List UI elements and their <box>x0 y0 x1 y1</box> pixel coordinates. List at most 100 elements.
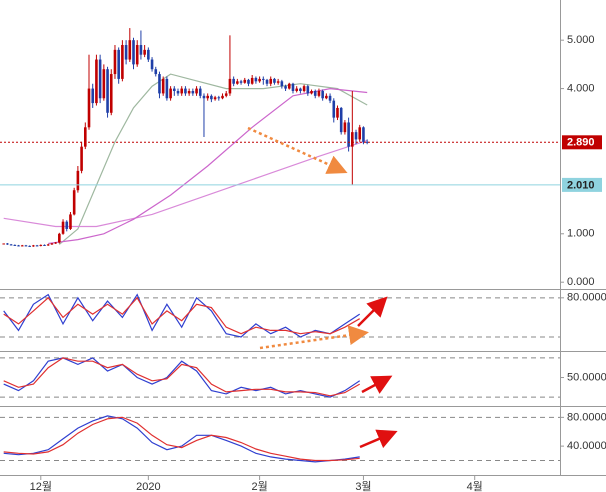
candle-body <box>213 97 217 100</box>
y-tick-label: 80.0000 <box>567 292 606 304</box>
candle-body <box>358 127 362 140</box>
candle-body <box>250 77 254 84</box>
candle-body <box>362 127 365 142</box>
indicator-line <box>3 357 361 398</box>
candle-body <box>262 78 265 80</box>
candle-body <box>217 97 221 99</box>
candle-body <box>72 190 76 215</box>
y-tick-label: 80.0000 <box>567 411 606 423</box>
candle-body <box>80 146 83 171</box>
candle-body <box>87 88 91 128</box>
candle-body <box>351 132 354 147</box>
price-tag-label: 2.010 <box>567 179 595 191</box>
candle-body <box>169 88 172 99</box>
x-tick-label: 4월 <box>467 480 483 492</box>
candle-body <box>321 90 324 99</box>
candle-body <box>102 69 106 99</box>
price-tag <box>562 177 602 192</box>
frame <box>0 0 606 476</box>
candle-body <box>117 49 120 79</box>
signal-arrow <box>361 375 393 394</box>
candle-body <box>17 245 20 247</box>
candle-body <box>43 244 46 246</box>
candle-body <box>280 81 284 87</box>
candle-body <box>13 244 17 246</box>
candle-body <box>258 78 261 82</box>
candle-body <box>20 245 24 247</box>
indicator-line <box>3 416 360 462</box>
candle-body <box>35 245 39 247</box>
candle-body <box>198 88 202 96</box>
candle-body <box>332 100 336 118</box>
signal-arrow <box>357 296 388 327</box>
candle-body <box>24 245 28 247</box>
candle-body <box>206 95 209 99</box>
price-tag <box>562 135 602 150</box>
plot: 5.000 4.000 1.000 0.000 2.890 2.010 80.0000 50.… <box>0 28 606 492</box>
candle-body <box>284 86 287 89</box>
candle-body <box>58 233 61 243</box>
candle-body <box>328 95 332 101</box>
candle-body <box>65 221 69 229</box>
candle-body <box>313 90 317 96</box>
candle-body <box>187 90 191 94</box>
x-tick-label: 3월 <box>355 480 371 492</box>
moving-average <box>58 73 368 245</box>
candle-body <box>9 244 13 246</box>
candle-body <box>28 245 31 247</box>
candle-body <box>46 244 50 246</box>
y-tick-label: 1.000 <box>567 228 595 240</box>
candle-body <box>195 88 198 94</box>
y-tick-label: 40.0000 <box>567 440 606 452</box>
trend-arrow <box>259 325 369 350</box>
candle-body <box>150 59 154 70</box>
candle-body <box>132 40 135 65</box>
candle-body <box>343 122 347 133</box>
candle-body <box>265 79 269 84</box>
candle-body <box>176 90 180 94</box>
candle-body <box>239 81 243 83</box>
candle-body <box>98 59 102 99</box>
candle-body <box>180 88 184 94</box>
candle-body <box>243 79 247 83</box>
signal-arrow <box>359 429 398 449</box>
candle-body <box>147 49 150 60</box>
candle-body <box>109 74 113 113</box>
candle-body <box>276 81 280 83</box>
candle-body <box>6 243 9 245</box>
candle-body <box>347 122 350 147</box>
candle-body <box>224 93 228 96</box>
candle-body <box>113 49 117 75</box>
candle-body <box>306 86 310 94</box>
indicator-line <box>3 415 360 463</box>
candle-body <box>2 243 6 245</box>
y-tick-label: 0.000 <box>567 276 595 288</box>
annotations <box>247 126 398 449</box>
moving-average <box>48 87 368 245</box>
candle-body <box>154 69 158 75</box>
candle-body <box>161 78 165 94</box>
candle-body <box>106 69 109 113</box>
candle-body <box>228 78 232 94</box>
candle-body <box>273 78 276 83</box>
candle-body <box>139 45 143 55</box>
candle-body <box>173 88 176 91</box>
candle-body <box>158 74 161 94</box>
candle-body <box>291 83 295 91</box>
candle-body <box>236 81 239 84</box>
x-tick-label: 2020 <box>136 481 160 492</box>
candle-body <box>221 95 224 99</box>
candle-body <box>121 45 124 79</box>
candle-body <box>191 90 195 94</box>
candle-body <box>143 49 146 55</box>
candle-body <box>69 214 72 229</box>
candle-body <box>339 107 343 133</box>
candle-body <box>317 90 321 96</box>
candle-body <box>83 127 87 147</box>
candle-body <box>202 95 206 99</box>
candle-body <box>269 78 273 84</box>
candle-body <box>287 83 291 89</box>
indicator-line <box>3 293 361 338</box>
candle-body <box>39 244 43 246</box>
